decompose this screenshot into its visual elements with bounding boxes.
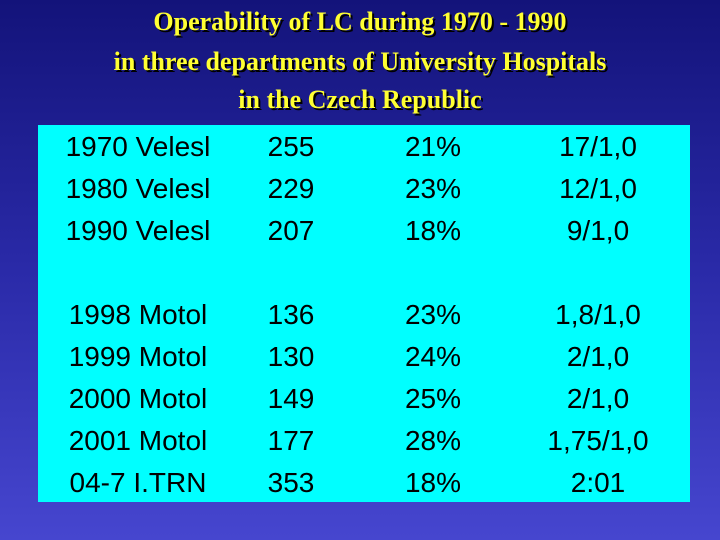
row-label: 2001 Motol <box>68 425 208 456</box>
ratio: 2:01 <box>570 467 626 498</box>
table: 1970 Velesl 255 21% 17/1,0 1980 Velesl 229 23%… <box>38 125 690 502</box>
ratio: 1,75/1,0 <box>547 425 649 456</box>
title-line: in the Czech Republic <box>238 85 482 114</box>
row-label: 1999 Motol <box>68 341 208 372</box>
row-label: 1970 Velesl <box>65 131 211 162</box>
percent: 28% <box>404 425 462 456</box>
ratio: 12/1,0 <box>559 173 637 204</box>
row-label: 1980 Velesl <box>65 173 211 204</box>
ratio: 2/1,0 <box>566 341 630 372</box>
ratio: 17/1,0 <box>559 131 637 162</box>
count: 177 <box>267 425 315 456</box>
count: 353 <box>267 467 315 498</box>
percent: 24% <box>404 341 462 372</box>
percent: 18% <box>404 467 462 498</box>
count: 229 <box>267 173 315 204</box>
percent: 21% <box>404 131 462 162</box>
ratio: 2/1,0 <box>566 383 630 414</box>
row-label: 04-7 I.TRN <box>69 467 207 498</box>
count: 149 <box>267 383 315 414</box>
row-label: 1998 Motol <box>68 299 208 330</box>
percent: 23% <box>404 299 462 330</box>
percent: 25% <box>404 383 462 414</box>
count: 136 <box>267 299 315 330</box>
title-line: Operability of LC during 1970 - 1990 <box>153 7 567 36</box>
count: 207 <box>267 215 315 246</box>
row-label: 1990 Velesl <box>65 215 211 246</box>
count: 255 <box>267 131 315 162</box>
ratio: 1,8/1,0 <box>555 299 641 330</box>
percent: 18% <box>404 215 462 246</box>
count: 130 <box>267 341 315 372</box>
title-line: in three departments of University Hospi… <box>113 47 607 76</box>
ratio: 9/1,0 <box>566 215 630 246</box>
percent: 23% <box>404 173 462 204</box>
row-label: 2000 Motol <box>68 383 208 414</box>
